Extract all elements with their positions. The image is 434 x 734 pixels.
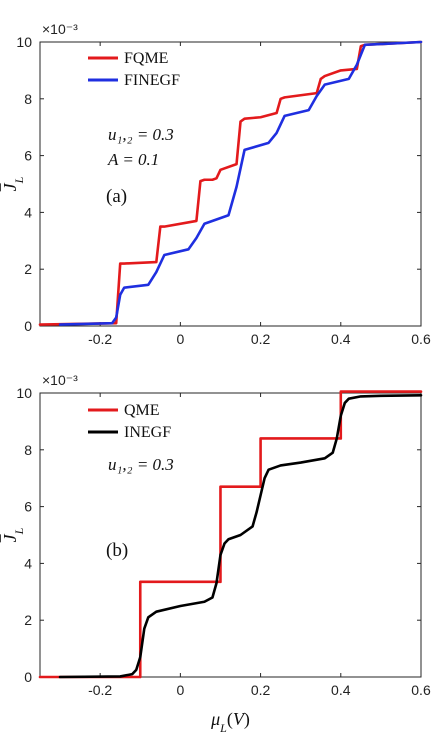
y-tick-label: 6 <box>24 148 32 164</box>
y-tick-label: 10 <box>16 34 32 50</box>
x-tick-label: 0 <box>176 682 184 698</box>
y-axis-label-sub: L <box>12 527 26 535</box>
x-tick-label: 0.4 <box>331 331 351 347</box>
x-tick-label: 0.2 <box>251 682 271 698</box>
plot-area-frame <box>40 42 421 326</box>
legend-label-fqme: FQME <box>124 50 168 67</box>
annotation: u₁,₂ = 0.3 <box>108 455 174 474</box>
x-tick-label: 0.6 <box>411 331 431 347</box>
y-tick-label: 4 <box>24 204 32 220</box>
series-line-qme <box>40 392 421 677</box>
x-tick-label: -0.2 <box>88 682 112 698</box>
panel-label: (a) <box>106 186 127 207</box>
y-axis-label-sub: L <box>12 176 26 184</box>
legend: FQME FINEGF <box>88 50 180 89</box>
series-line-fqme <box>40 42 421 325</box>
chart-panel-1: 0 2 4 6 8 10 -0.2 0 0.2 0.4 0.6 ×10⁻³ JL FQME FINEGF u₁… <box>0 21 431 347</box>
annotation: A = 0.1 <box>107 150 159 169</box>
chart-panel-2: 0 2 4 6 8 10 -0.2 0 0.2 0.4 0.6 ×10⁻³ JL μL(V) QME INEG… <box>0 372 431 734</box>
y-axis-label: JL <box>0 176 26 191</box>
y-tick-label: 0 <box>24 669 32 685</box>
legend-label-inegf: INEGF <box>124 424 171 441</box>
y-tick-label: 2 <box>24 261 32 277</box>
x-axis-label-main: μ <box>210 709 220 729</box>
y-tick-label: 8 <box>24 442 32 458</box>
y-tick-label: 8 <box>24 91 32 107</box>
y-tick-label: 6 <box>24 499 32 515</box>
y-tick-label: 4 <box>24 555 32 571</box>
y-tick-label: 10 <box>16 385 32 401</box>
x-tick-label: -0.2 <box>88 331 112 347</box>
annotation: u₁,₂ = 0.3 <box>108 125 174 144</box>
legend-label-finegf: FINEGF <box>124 72 180 89</box>
series-line-finegf <box>60 42 421 325</box>
legend-label-qme: QME <box>124 402 160 419</box>
series-line-inegf <box>60 395 421 677</box>
y-axis-label: JL <box>0 527 26 542</box>
legend: QME INEGF <box>88 402 171 441</box>
x-tick-label: 0.6 <box>411 682 431 698</box>
x-tick-label: 0 <box>176 331 184 347</box>
x-tick-label: 0.4 <box>331 682 351 698</box>
x-axis-label-close: ) <box>244 709 250 730</box>
y-tick-label: 2 <box>24 612 32 628</box>
plot-area-frame <box>40 393 421 677</box>
x-tick-label: 0.2 <box>251 331 271 347</box>
y-exponent-label: ×10⁻³ <box>42 372 78 388</box>
y-exponent-label: ×10⁻³ <box>42 21 78 37</box>
panel-label: (b) <box>106 540 128 561</box>
x-axis-label: μL(V) <box>210 709 250 734</box>
y-tick-label: 0 <box>24 318 32 334</box>
